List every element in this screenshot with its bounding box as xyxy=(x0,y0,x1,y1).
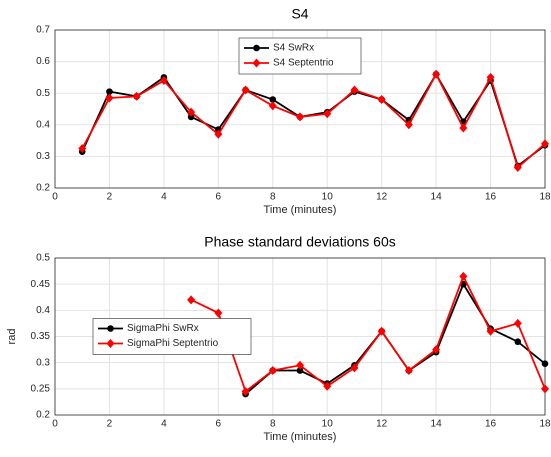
point xyxy=(269,96,277,103)
x-tick-label: 16 xyxy=(485,419,497,430)
point xyxy=(187,295,196,305)
point xyxy=(377,95,386,105)
x-tick-label: 14 xyxy=(431,192,443,203)
point xyxy=(241,386,250,396)
point xyxy=(486,326,495,336)
x-tick-label: 10 xyxy=(322,419,334,430)
legend-label: S4 Septentrio xyxy=(273,58,334,69)
series-line xyxy=(81,72,546,170)
point xyxy=(78,144,87,153)
y-tick-label: 0.4 xyxy=(36,305,50,316)
legend-label: SigmaPhi SwRx xyxy=(127,323,199,334)
y-tick-label: 0.6 xyxy=(36,56,50,67)
legend-label: S4 SwRx xyxy=(273,43,314,54)
point xyxy=(486,72,495,82)
x-tick-label: 12 xyxy=(376,192,388,203)
point xyxy=(459,123,468,133)
x-tick-label: 8 xyxy=(270,419,276,430)
point xyxy=(513,318,522,328)
point xyxy=(323,381,332,391)
x-tick-label: 4 xyxy=(161,192,167,203)
series-line xyxy=(190,274,546,393)
point xyxy=(513,162,522,172)
y-tick-label: 0.2 xyxy=(36,410,50,421)
point xyxy=(187,113,195,121)
legend-box xyxy=(238,37,362,75)
y-tick-label: 0.3 xyxy=(36,357,50,368)
point xyxy=(214,129,223,139)
x-tick-label: 0 xyxy=(52,192,58,203)
y-tick-label: 0.3 xyxy=(36,151,50,162)
x-tick-label: 18 xyxy=(539,419,551,430)
y-tick-label: 0.4 xyxy=(36,119,50,130)
x-tick-label: 16 xyxy=(485,192,497,203)
y-tick-label: 0.45 xyxy=(31,279,51,290)
y-tick-label: 0.25 xyxy=(31,383,51,394)
point xyxy=(541,384,549,394)
point xyxy=(296,367,304,374)
point xyxy=(241,85,250,95)
point xyxy=(541,360,549,368)
legend-box xyxy=(92,318,252,355)
y-tick-label: 0.35 xyxy=(31,331,51,342)
legend-marker xyxy=(106,339,115,348)
point xyxy=(296,112,304,122)
legend-label: SigmaPhi Septentrio xyxy=(127,338,219,349)
x-tick-label: 4 xyxy=(161,419,167,430)
point xyxy=(459,271,468,281)
x-tick-label: 8 xyxy=(270,192,276,203)
point xyxy=(404,366,413,376)
point xyxy=(350,85,359,95)
x-tick-label: 6 xyxy=(216,192,222,203)
y-tick-label: 0.5 xyxy=(36,253,50,264)
chart-title: Phase standard deviations 60s xyxy=(204,234,395,250)
x-tick-label: 18 xyxy=(539,192,551,203)
x-tick-label: 10 xyxy=(322,192,334,203)
x-tick-label: 14 xyxy=(431,419,443,430)
point xyxy=(106,88,113,95)
point xyxy=(432,69,441,79)
legend-marker xyxy=(253,44,260,52)
point xyxy=(541,139,549,149)
point xyxy=(214,308,223,318)
point xyxy=(105,93,114,103)
chart-title: S4 xyxy=(291,6,308,22)
point xyxy=(514,338,522,346)
axes-box xyxy=(54,257,546,416)
x-tick-label: 0 xyxy=(52,419,58,430)
x-axis-label: Time (minutes) xyxy=(264,204,337,216)
x-axis-label: Time (minutes) xyxy=(264,431,337,443)
point xyxy=(404,120,413,130)
point xyxy=(350,363,359,373)
y-tick-label: 0.2 xyxy=(36,183,50,194)
axes-box xyxy=(54,29,546,189)
x-tick-label: 2 xyxy=(107,192,113,203)
point xyxy=(377,326,386,336)
point xyxy=(159,76,168,86)
point xyxy=(323,109,332,119)
legend-marker xyxy=(107,325,114,332)
y-tick-label: 0.7 xyxy=(36,25,50,36)
x-tick-label: 2 xyxy=(107,419,113,430)
point xyxy=(268,366,277,376)
point xyxy=(187,107,196,117)
legend-marker xyxy=(252,58,261,68)
point xyxy=(432,345,441,355)
point xyxy=(268,101,277,111)
x-tick-label: 12 xyxy=(376,419,388,430)
point xyxy=(132,91,141,101)
y-tick-label: 0.5 xyxy=(36,88,50,99)
x-tick-label: 6 xyxy=(216,419,222,430)
y-axis-label: rad xyxy=(6,329,18,345)
point xyxy=(296,360,304,370)
